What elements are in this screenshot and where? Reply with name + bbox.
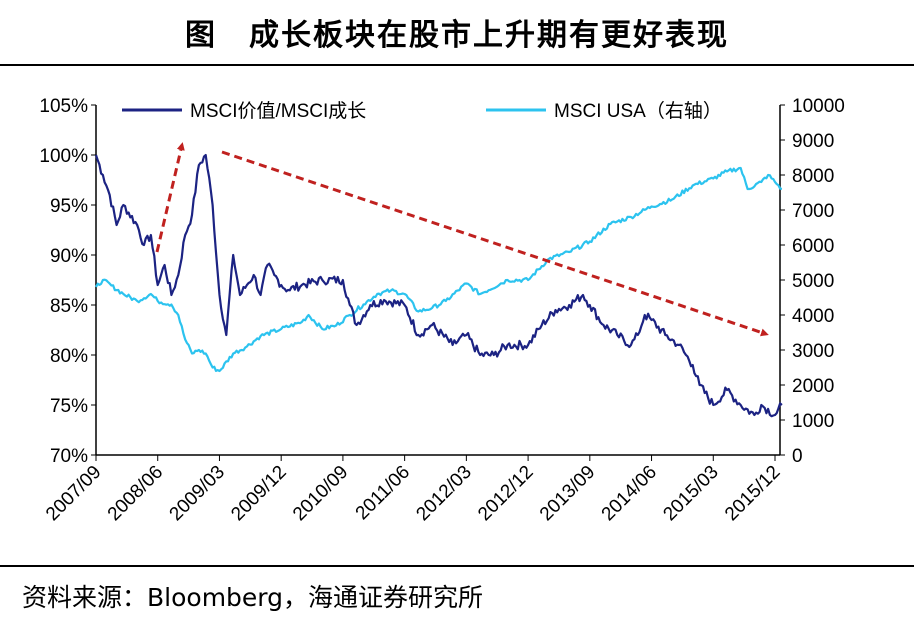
- x-tick-label: 2008/06: [104, 462, 167, 525]
- x-tick-label: 2007/09: [42, 462, 105, 525]
- left-tick-label: 100%: [39, 146, 88, 167]
- right-tick-label: 2000: [792, 376, 834, 397]
- left-tick-label: 105%: [39, 96, 88, 117]
- x-tick-label: 2009/12: [227, 462, 290, 525]
- source-divider: [0, 565, 914, 567]
- left-tick-label: 95%: [50, 196, 88, 217]
- x-tick-label: 2009/03: [166, 462, 229, 525]
- x-tick-label: 2010/09: [289, 462, 352, 525]
- down-arrow: [221, 150, 769, 337]
- right-tick-label: 5000: [792, 271, 834, 292]
- legend-label-value-growth: MSCI价值/MSCI成长: [190, 100, 366, 122]
- chart-title: 图 成长板块在股市上升期有更好表现: [185, 18, 729, 53]
- left-tick-label: 75%: [50, 396, 88, 417]
- right-tick-label: 0: [792, 446, 803, 467]
- x-tick-label: 2015/12: [721, 462, 784, 525]
- title-divider: [0, 64, 914, 66]
- source-note: 资料来源：Bloomberg，海通证券研究所: [22, 583, 483, 612]
- left-tick-label: 70%: [50, 446, 88, 467]
- right-tick-label: 3000: [792, 341, 834, 362]
- x-tick-label: 2012/03: [412, 462, 475, 525]
- x-tick-label: 2012/12: [474, 462, 537, 525]
- series-line-msci-usa: [95, 166, 783, 373]
- right-tick-label: 6000: [792, 236, 834, 257]
- right-tick-label: 7000: [792, 201, 834, 222]
- right-tick-label: 9000: [792, 131, 834, 152]
- left-tick-label: 90%: [50, 246, 88, 267]
- right-tick-label: 10000: [792, 96, 845, 117]
- right-tick-label: 1000: [792, 411, 834, 432]
- x-tick-label: 2014/06: [598, 462, 661, 525]
- series-line-value-growth: [94, 153, 783, 418]
- right-tick-label: 4000: [792, 306, 834, 327]
- left-tick-label: 80%: [50, 346, 88, 367]
- right-tick-label: 8000: [792, 166, 834, 187]
- x-tick-label: 2013/09: [536, 462, 599, 525]
- x-tick-label: 2011/06: [352, 462, 414, 524]
- x-tick-label: 2015/03: [659, 462, 722, 525]
- legend-label-msci-usa: MSCI USA（右轴）: [554, 100, 722, 122]
- up-arrow: [155, 142, 185, 253]
- legend: MSCI价值/MSCI成长 MSCI USA（右轴）: [122, 100, 722, 122]
- left-tick-label: 85%: [50, 296, 88, 317]
